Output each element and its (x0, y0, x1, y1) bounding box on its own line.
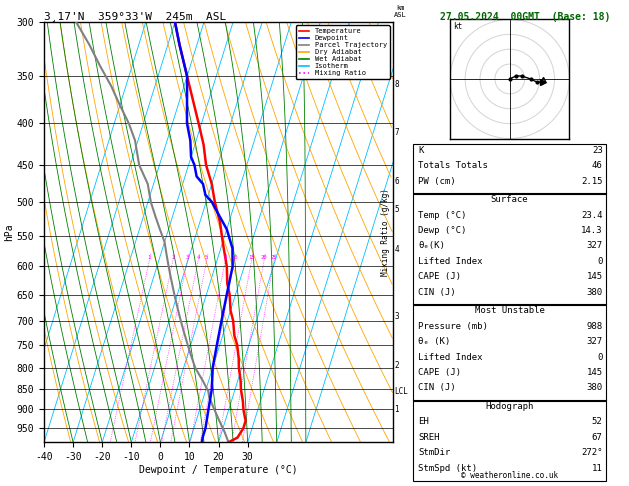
Text: Surface: Surface (491, 195, 528, 204)
Text: θₑ(K): θₑ(K) (418, 242, 445, 250)
Text: 988: 988 (586, 322, 603, 330)
Text: θₑ (K): θₑ (K) (418, 337, 450, 346)
Text: Lifted Index: Lifted Index (418, 352, 483, 362)
Text: 2.15: 2.15 (581, 177, 603, 186)
Text: K: K (418, 146, 424, 155)
Text: kt: kt (454, 22, 462, 32)
Text: PW (cm): PW (cm) (418, 177, 456, 186)
Text: CAPE (J): CAPE (J) (418, 272, 461, 281)
Text: 327: 327 (586, 242, 603, 250)
Text: Temp (°C): Temp (°C) (418, 210, 467, 220)
Text: Hodograph: Hodograph (486, 402, 533, 411)
Text: Lifted Index: Lifted Index (418, 257, 483, 266)
Text: 1: 1 (148, 256, 151, 260)
Text: 1: 1 (394, 405, 399, 414)
Text: 3: 3 (394, 312, 399, 321)
Text: 145: 145 (586, 272, 603, 281)
Text: CAPE (J): CAPE (J) (418, 368, 461, 377)
Text: SREH: SREH (418, 433, 440, 442)
Text: © weatheronline.co.uk: © weatheronline.co.uk (461, 471, 558, 480)
Text: 27.05.2024  00GMT  (Base: 18): 27.05.2024 00GMT (Base: 18) (440, 12, 610, 22)
Text: 4: 4 (196, 256, 200, 260)
Text: 23.4: 23.4 (581, 210, 603, 220)
Text: 46: 46 (592, 161, 603, 170)
Text: 6: 6 (394, 177, 399, 186)
Text: km
ASL: km ASL (394, 5, 407, 17)
Text: 0: 0 (597, 352, 603, 362)
Text: 52: 52 (592, 417, 603, 426)
Text: Dewp (°C): Dewp (°C) (418, 226, 467, 235)
Text: 23: 23 (592, 146, 603, 155)
Text: 8: 8 (394, 80, 399, 89)
Text: CIN (J): CIN (J) (418, 288, 456, 297)
Text: 380: 380 (586, 288, 603, 297)
Text: 4: 4 (394, 245, 399, 254)
Text: 145: 145 (586, 368, 603, 377)
Text: EH: EH (418, 417, 429, 426)
Text: 15: 15 (248, 256, 255, 260)
Text: 8: 8 (224, 256, 227, 260)
Text: 7: 7 (394, 128, 399, 138)
Text: 11: 11 (592, 464, 603, 473)
Y-axis label: hPa: hPa (4, 223, 14, 241)
Text: 272°: 272° (581, 448, 603, 457)
Text: CIN (J): CIN (J) (418, 383, 456, 393)
Text: StmDir: StmDir (418, 448, 450, 457)
Text: 14.3: 14.3 (581, 226, 603, 235)
Text: 327: 327 (586, 337, 603, 346)
Text: Pressure (mb): Pressure (mb) (418, 322, 488, 330)
Text: 25: 25 (271, 256, 277, 260)
Legend: Temperature, Dewpoint, Parcel Trajectory, Dry Adiabat, Wet Adiabat, Isotherm, Mi: Temperature, Dewpoint, Parcel Trajectory… (296, 25, 389, 79)
Text: 5: 5 (394, 205, 399, 213)
Text: LCL: LCL (394, 387, 408, 396)
Text: 3: 3 (186, 256, 189, 260)
Text: Totals Totals: Totals Totals (418, 161, 488, 170)
Text: 10: 10 (231, 256, 238, 260)
Text: 3¸17'N  359°33'W  245m  ASL: 3¸17'N 359°33'W 245m ASL (44, 11, 226, 21)
Text: Mixing Ratio (g/kg): Mixing Ratio (g/kg) (381, 188, 390, 276)
Text: 2: 2 (394, 361, 399, 370)
Text: 0: 0 (597, 257, 603, 266)
X-axis label: Dewpoint / Temperature (°C): Dewpoint / Temperature (°C) (139, 465, 298, 475)
Text: Most Unstable: Most Unstable (474, 306, 545, 315)
Text: 67: 67 (592, 433, 603, 442)
Text: 380: 380 (586, 383, 603, 393)
Text: StmSpd (kt): StmSpd (kt) (418, 464, 477, 473)
Text: 2: 2 (171, 256, 174, 260)
Text: 5: 5 (205, 256, 208, 260)
Text: 20: 20 (261, 256, 267, 260)
